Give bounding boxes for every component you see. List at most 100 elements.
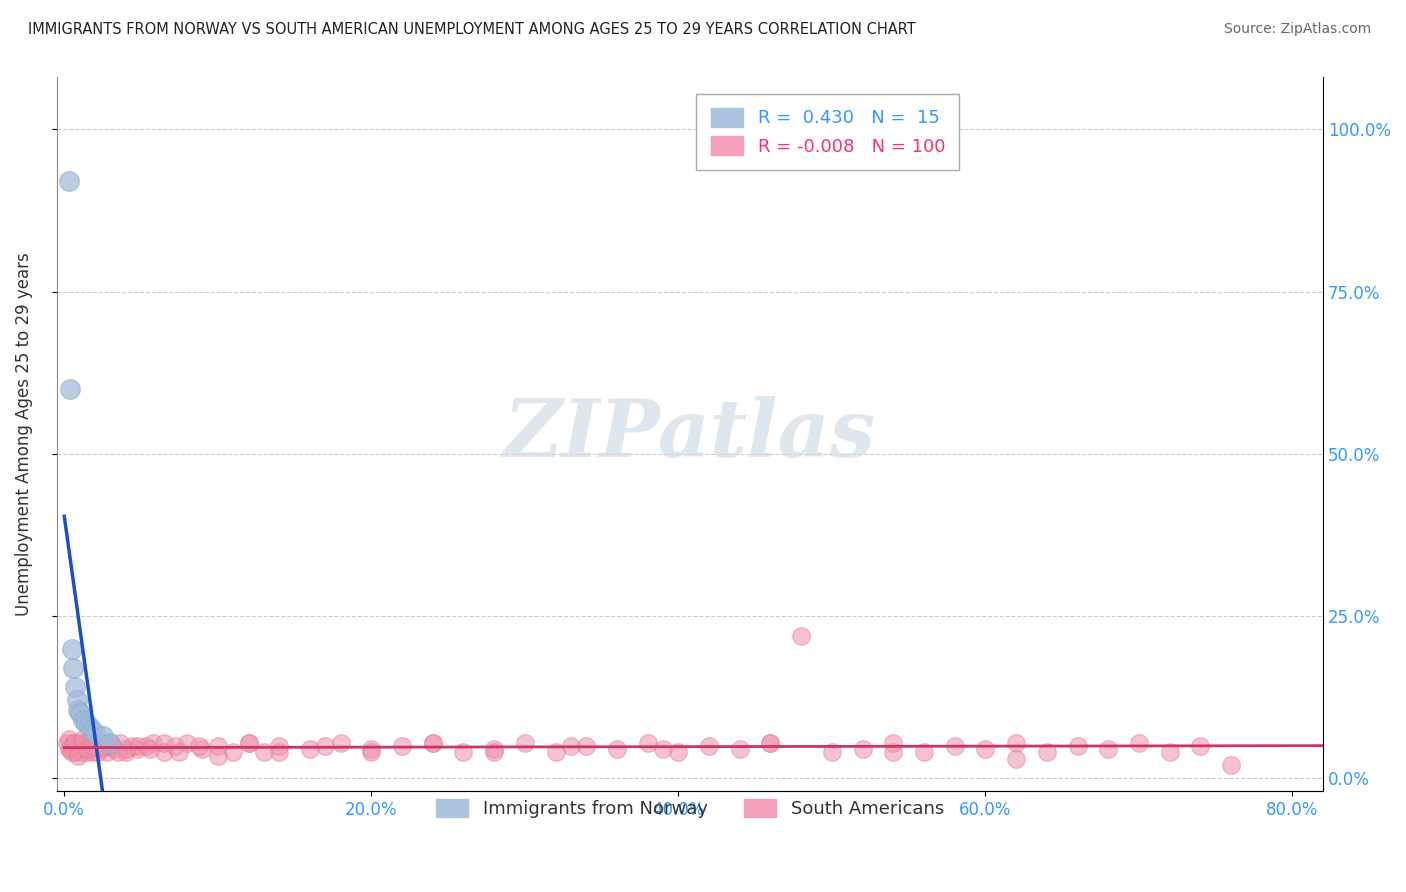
Point — [329, 736, 352, 750]
Text: ZIPatlas: ZIPatlas — [503, 396, 876, 473]
Point — [269, 739, 291, 753]
Point — [77, 719, 100, 733]
Point — [58, 174, 80, 188]
Point — [974, 742, 997, 756]
Y-axis label: Unemployment Among Ages 25 to 29 years: Unemployment Among Ages 25 to 29 years — [15, 252, 32, 616]
Point — [790, 628, 813, 642]
Point — [93, 736, 115, 750]
Point — [60, 739, 83, 753]
Point — [238, 736, 260, 750]
Point — [142, 736, 165, 750]
Point — [84, 726, 107, 740]
Point — [882, 745, 904, 759]
Point — [391, 739, 413, 753]
Point — [1189, 739, 1212, 753]
Point — [1159, 745, 1181, 759]
Point — [1036, 745, 1059, 759]
Point — [79, 742, 101, 756]
Point — [80, 739, 103, 753]
Point — [422, 736, 444, 750]
Point — [60, 641, 83, 656]
Point — [60, 745, 83, 759]
Point — [135, 739, 157, 753]
Point — [606, 742, 628, 756]
Point — [72, 732, 94, 747]
Point — [65, 739, 87, 753]
Point — [98, 736, 121, 750]
Point — [422, 736, 444, 750]
Point — [91, 729, 114, 743]
Point — [67, 742, 90, 756]
Point — [127, 739, 149, 753]
Point — [63, 745, 86, 759]
Point — [56, 736, 79, 750]
Point — [821, 745, 844, 759]
Point — [176, 736, 198, 750]
Point — [80, 739, 103, 753]
Point — [153, 736, 176, 750]
Point — [1005, 736, 1028, 750]
Point — [72, 736, 94, 750]
Point — [127, 742, 149, 756]
Point — [153, 745, 176, 759]
Point — [191, 742, 214, 756]
Point — [108, 736, 131, 750]
Point — [84, 739, 107, 753]
Point — [544, 745, 567, 759]
Point — [67, 703, 90, 717]
Point — [62, 661, 84, 675]
Point — [298, 742, 321, 756]
Point — [76, 745, 98, 759]
Point — [72, 713, 94, 727]
Point — [759, 736, 782, 750]
Point — [76, 742, 98, 756]
Point — [139, 742, 162, 756]
Point — [1128, 736, 1150, 750]
Legend: Immigrants from Norway, South Americans: Immigrants from Norway, South Americans — [429, 791, 952, 825]
Point — [77, 736, 100, 750]
Text: IMMIGRANTS FROM NORWAY VS SOUTH AMERICAN UNEMPLOYMENT AMONG AGES 25 TO 29 YEARS : IMMIGRANTS FROM NORWAY VS SOUTH AMERICAN… — [28, 22, 915, 37]
Point — [163, 739, 186, 753]
Point — [93, 739, 115, 753]
Point — [482, 745, 505, 759]
Point — [728, 742, 751, 756]
Point — [637, 736, 659, 750]
Point — [360, 742, 382, 756]
Point — [912, 745, 935, 759]
Point — [222, 745, 245, 759]
Point — [107, 745, 129, 759]
Point — [697, 739, 720, 753]
Point — [121, 739, 143, 753]
Point — [114, 745, 136, 759]
Point — [80, 723, 103, 737]
Point — [59, 382, 82, 396]
Point — [560, 739, 582, 753]
Point — [65, 693, 87, 707]
Point — [360, 745, 382, 759]
Text: Source: ZipAtlas.com: Source: ZipAtlas.com — [1223, 22, 1371, 37]
Point — [90, 742, 112, 756]
Point — [253, 745, 276, 759]
Point — [652, 742, 675, 756]
Point — [75, 716, 97, 731]
Point — [943, 739, 966, 753]
Point — [67, 748, 90, 763]
Point — [852, 742, 875, 756]
Point — [63, 681, 86, 695]
Point — [98, 739, 121, 753]
Point — [69, 736, 91, 750]
Point — [666, 745, 689, 759]
Point — [73, 742, 96, 756]
Point — [104, 742, 127, 756]
Point — [269, 745, 291, 759]
Point — [1005, 752, 1028, 766]
Point — [882, 736, 904, 750]
Point — [238, 736, 260, 750]
Point — [314, 739, 336, 753]
Point — [82, 745, 104, 759]
Point — [513, 736, 536, 750]
Point — [96, 745, 118, 759]
Point — [575, 739, 598, 753]
Point — [59, 742, 82, 756]
Point — [75, 739, 97, 753]
